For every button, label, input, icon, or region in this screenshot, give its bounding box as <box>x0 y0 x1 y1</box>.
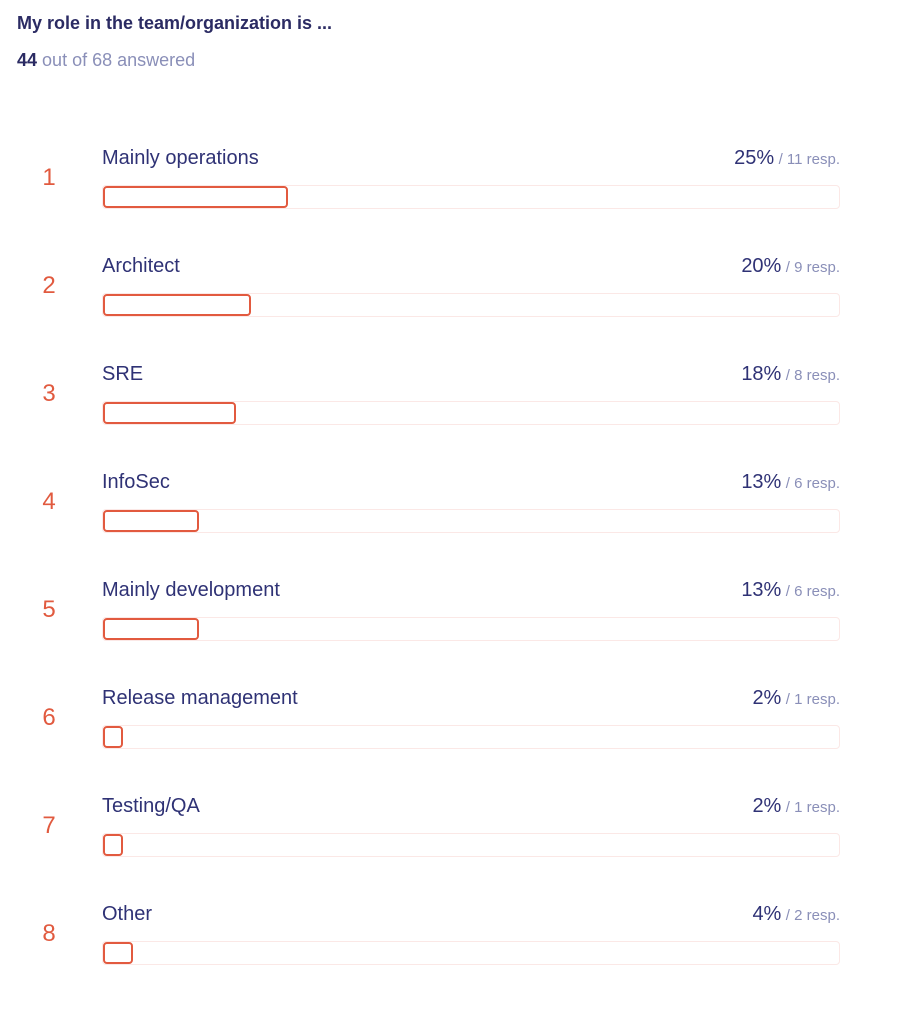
result-row: 2 Architect 20% / 9 resp. <box>0 248 911 356</box>
option-stat: 25% / 11 resp. <box>734 147 840 170</box>
bar-track <box>102 293 840 317</box>
result-row: 6 Release management 2% / 1 resp. <box>0 680 911 788</box>
bar-track <box>102 725 840 749</box>
results-list: 1 Mainly operations 25% / 11 resp. 2 Archite… <box>0 140 911 1004</box>
percentage-label: 18% <box>741 363 782 385</box>
bar-track <box>102 509 840 533</box>
option-label: SRE <box>102 363 144 385</box>
result-row: 8 Other 4% / 2 resp. <box>0 896 911 1004</box>
option-label: Mainly operations <box>102 147 259 169</box>
option-stat: 2% / 1 resp. <box>752 687 840 710</box>
rank-number: 3 <box>42 380 56 407</box>
rank-number: 4 <box>42 488 56 515</box>
option-stat: 13% / 6 resp. <box>741 579 840 602</box>
bar-track <box>102 833 840 857</box>
response-count: / 1 resp. <box>785 691 840 708</box>
rank-number: 1 <box>42 164 56 191</box>
option-label: Architect <box>102 255 180 277</box>
option-label: Release management <box>102 687 298 709</box>
bar-fill <box>103 618 199 640</box>
result-row: 3 SRE 18% / 8 resp. <box>0 356 911 464</box>
rank-number: 2 <box>42 272 56 299</box>
percentage-label: 20% <box>741 255 782 277</box>
bar-track <box>102 617 840 641</box>
response-count: / 6 resp. <box>785 475 840 492</box>
percentage-label: 25% <box>734 147 775 169</box>
rank-number: 5 <box>42 596 56 623</box>
bar-track <box>102 941 840 965</box>
option-stat: 18% / 8 resp. <box>741 363 840 386</box>
response-count: / 9 resp. <box>785 259 840 276</box>
question-title: My role in the team/organization is ... <box>17 13 333 33</box>
option-stat: 20% / 9 resp. <box>741 255 840 278</box>
response-count: / 8 resp. <box>785 367 840 384</box>
option-stat: 4% / 2 resp. <box>752 903 840 926</box>
option-stat: 13% / 6 resp. <box>741 471 840 494</box>
percentage-label: 13% <box>741 471 782 493</box>
result-row: 1 Mainly operations 25% / 11 resp. <box>0 140 911 248</box>
bar-track <box>102 401 840 425</box>
option-label: InfoSec <box>102 471 170 493</box>
response-count: / 1 resp. <box>785 799 840 816</box>
option-label: Testing/QA <box>102 795 200 817</box>
response-count: / 6 resp. <box>785 583 840 600</box>
bar-fill <box>103 294 251 316</box>
option-label: Other <box>102 903 153 925</box>
bar-fill <box>103 402 236 424</box>
bar-fill <box>103 186 288 208</box>
response-count: / 11 resp. <box>778 151 840 168</box>
result-row: 7 Testing/QA 2% / 1 resp. <box>0 788 911 896</box>
rank-number: 7 <box>42 812 56 839</box>
result-row: 5 Mainly development 13% / 6 resp. <box>0 572 911 680</box>
rank-number: 6 <box>42 704 56 731</box>
option-label: Mainly development <box>102 579 280 601</box>
percentage-label: 2% <box>752 687 782 709</box>
bar-fill <box>103 834 123 856</box>
bar-track <box>102 185 840 209</box>
answered-count: 44 <box>17 50 38 70</box>
percentage-label: 2% <box>752 795 782 817</box>
answered-summary: 44 out of 68 answered <box>17 50 195 71</box>
answered-suffix: out of 68 answered <box>42 50 196 70</box>
bar-fill <box>103 726 123 748</box>
percentage-label: 13% <box>741 579 782 601</box>
rank-number: 8 <box>42 920 56 947</box>
response-count: / 2 resp. <box>785 907 840 924</box>
bar-fill <box>103 942 133 964</box>
option-stat: 2% / 1 resp. <box>752 795 840 818</box>
percentage-label: 4% <box>752 903 782 925</box>
result-row: 4 InfoSec 13% / 6 resp. <box>0 464 911 572</box>
bar-fill <box>103 510 199 532</box>
